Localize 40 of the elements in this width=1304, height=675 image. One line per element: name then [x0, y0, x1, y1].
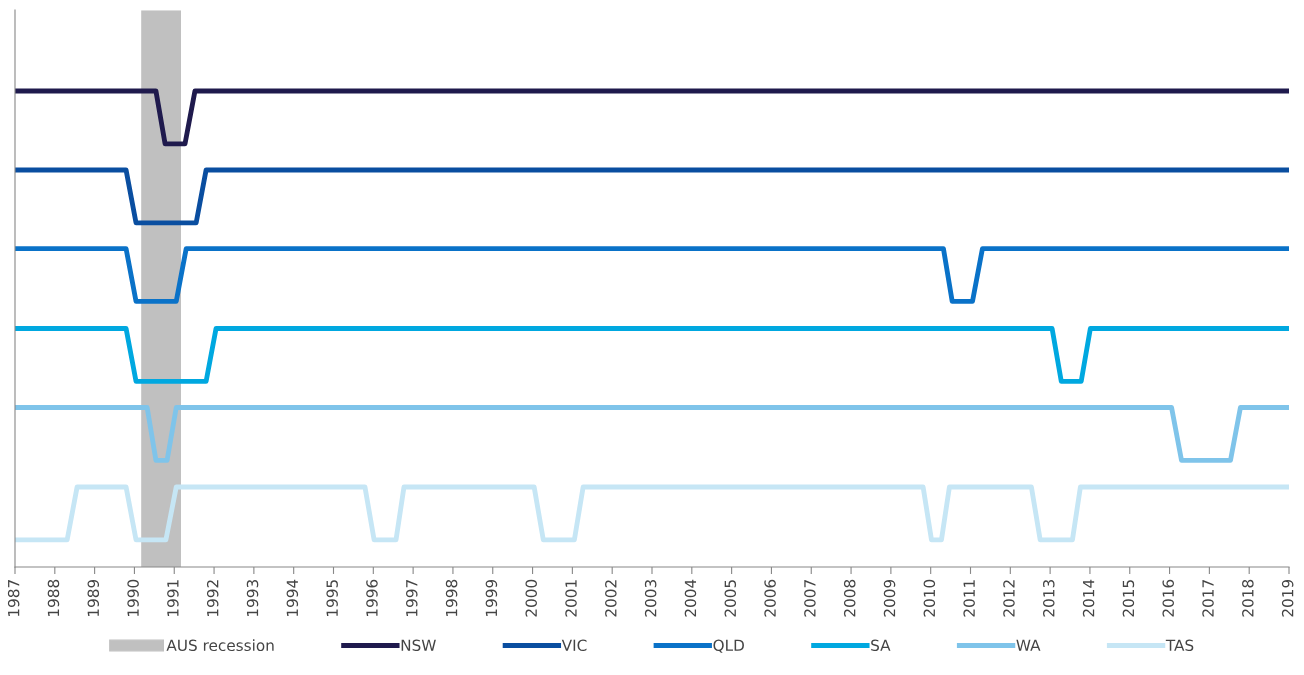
x-tick-label: 1994 [286, 579, 299, 617]
legend-label: SA [871, 639, 891, 652]
legend-label: WA [1016, 639, 1041, 651]
x-tick-label: 2008 [843, 579, 856, 617]
x-tick-label: 2003 [644, 580, 657, 617]
x-tick-label: 2010 [923, 579, 936, 617]
x-tick-label: 1993 [246, 580, 259, 617]
legend-label: TAS [1165, 639, 1194, 652]
x-tick-label: 2011 [963, 580, 975, 617]
x-tick-label: 1996 [366, 579, 378, 617]
x-tick-label: 1988 [47, 579, 60, 617]
x-tick-label: 2019 [1281, 579, 1294, 617]
legend-label: QLD [713, 639, 744, 653]
legend-label: NSW [401, 639, 436, 652]
x-tick-label: 1997 [406, 580, 418, 617]
x-tick-label: 2002 [605, 580, 617, 617]
x-tick-label: 1998 [445, 579, 458, 617]
x-tick-label: 1991 [167, 580, 179, 617]
x-tick-label: 2016 [1162, 579, 1174, 617]
x-tick-label: 1995 [326, 580, 338, 617]
x-tick-label: 2007 [804, 580, 816, 617]
x-tick-label: 1987 [7, 580, 20, 617]
x-tick-label: 1990 [127, 579, 139, 617]
x-tick-label: 2006 [764, 579, 776, 617]
x-tick-label: 2000 [525, 579, 537, 617]
x-tick-label: 2009 [883, 579, 896, 617]
x-tick-label: 2014 [1082, 579, 1095, 617]
legend-label: AUS recession [166, 639, 274, 652]
x-tick-label: 2005 [724, 580, 737, 617]
x-tick-label: 1992 [206, 580, 219, 617]
x-tick-label: 2013 [1043, 580, 1055, 617]
x-tick-label: 2015 [1122, 580, 1135, 617]
legend-label: VIC [561, 639, 587, 652]
x-tick-label: 2018 [1242, 579, 1254, 617]
x-tick-label: 2004 [684, 579, 697, 617]
x-tick-label: 1999 [485, 579, 498, 617]
x-tick-label: 2012 [1003, 580, 1015, 617]
x-tick-label: 1989 [87, 579, 100, 617]
x-tick-label: 2017 [1202, 580, 1214, 617]
x-tick-label: 2001 [565, 580, 577, 617]
